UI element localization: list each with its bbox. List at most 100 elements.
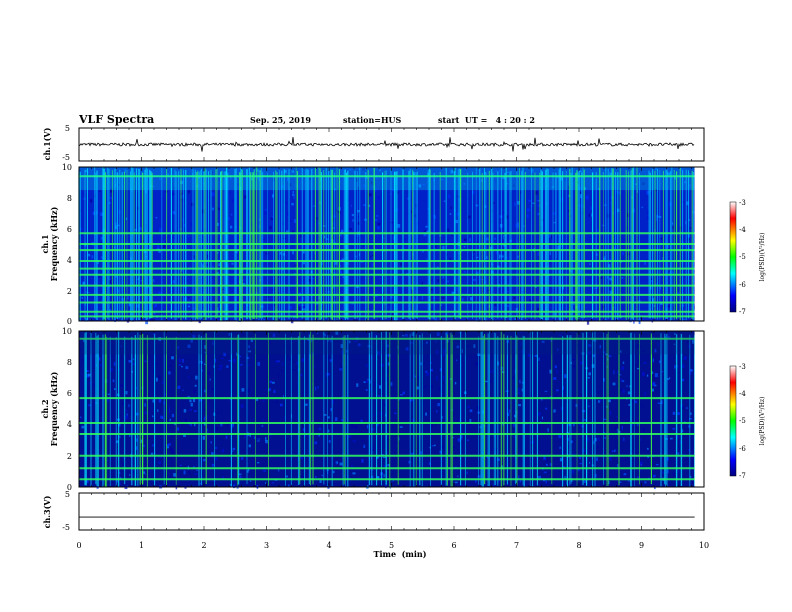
spectrogram-speckle [157,409,159,412]
spectrogram-speckle [264,276,266,280]
spectrogram-speckle [214,358,216,363]
spectrogram-speckle [613,370,615,375]
spectrogram-speckle [342,276,345,279]
spectrogram-speckle [498,479,501,483]
spectrogram-speckle [439,368,442,372]
spectrogram-speckle [543,471,547,474]
spectrogram-speckle [506,290,509,292]
spectrogram-speckle [331,168,334,170]
spectrogram-speckle [118,183,120,186]
spectrogram-speckle [402,391,406,395]
spectrogram-speckle [216,307,219,311]
spectrogram-speckle [373,334,377,338]
spectrogram-speckle [529,299,532,303]
spectrogram-speckle [656,218,658,221]
spectrogram-speckle [447,280,449,283]
spectrogram-speckle [386,276,388,278]
ch2-colorbar-tick-neg5: -5 [739,417,746,425]
spectrogram-speckle [324,230,327,234]
spectrogram-speckle [363,444,366,448]
spectrogram-speckle [248,350,251,353]
spectrogram-speckle [98,357,101,361]
spectrogram-speckle [275,360,279,363]
spectrogram-speckle [437,279,440,283]
spectrogram-speckle [209,378,211,381]
spectrogram-speckle [514,202,516,207]
spectrogram-speckle [131,470,135,475]
spectrogram-speckle [509,400,511,404]
spectrogram-upper-shade [79,331,695,355]
spectrogram-speckle [654,349,657,353]
spectrogram-speckle [207,431,210,435]
spectrogram-speckle [489,370,492,373]
spectrogram-speckle [537,204,541,207]
spectrogram-speckle [313,366,316,368]
spectrogram-speckle [312,205,316,207]
spectrogram-speckle [689,418,692,420]
ch1-colorbar-scale [729,201,737,313]
spectrogram-speckle [398,437,400,441]
spectrogram-speckle [431,362,433,364]
spectrogram-speckle [473,344,476,348]
spectrogram-speckle [681,405,685,410]
spectrogram-speckle [124,168,127,173]
spectrogram-speckle [121,298,125,302]
spectrogram-speckle [203,459,206,462]
ch2-spectrogram-image [79,331,704,490]
spectrogram-speckle [230,213,233,216]
spectrogram-speckle [462,331,465,334]
spectrogram-speckle [92,244,94,247]
spectrogram-speckle [589,263,591,265]
spectrogram-speckle [394,412,397,414]
spectrogram-speckle [587,377,590,379]
spectrogram-speckle [674,333,676,336]
spectrogram-speckle [644,481,647,484]
spectrogram-speckle [517,392,521,395]
spectrogram-speckle [674,176,676,180]
spectrogram-speckle [622,389,625,394]
ch2-ytick-6: 6 [67,389,72,398]
spectrogram-speckle [569,215,572,218]
spectrogram-speckle [420,362,423,365]
spectrogram-speckle [643,361,647,364]
spectrogram-speckle [278,292,280,294]
spectrogram-speckle [390,221,393,224]
spectrogram-speckle [350,205,353,207]
spectrogram-speckle [640,345,642,348]
spectrogram-speckle [211,192,215,197]
spectrogram-speckle [288,484,290,488]
spectrogram-speckle [410,342,413,344]
spectrogram-speckle [626,226,630,230]
spectrogram-speckle [688,219,690,221]
spectrogram-speckle [133,358,135,361]
spectrogram-speckle [639,439,641,441]
spectrogram-speckle [128,404,130,408]
spectrogram-speckle [160,415,163,419]
spectrogram-speckle [128,303,131,307]
spectrogram-speckle [613,246,616,250]
spectrogram-speckle [436,332,440,337]
spectrogram-speckle [144,411,148,414]
spectrogram-speckle [568,209,570,213]
spectrogram-speckle [639,461,643,465]
ch1-colorbar-tick-neg7: -7 [739,308,746,316]
spectrogram-speckle [286,230,289,233]
spectrogram-speckle [431,445,434,447]
spectrogram-speckle [252,308,255,311]
spectrogram-speckle [435,317,438,322]
spectrogram-speckle [211,463,214,467]
spectrogram-speckle [120,345,122,347]
spectrogram-speckle [383,464,387,469]
spectrogram-speckle [564,374,567,379]
spectrogram-speckle [182,389,184,391]
spectrogram-speckle [612,450,614,453]
spectrogram-speckle [171,356,174,360]
spectrogram-speckle [603,378,605,382]
spectrogram-speckle [650,282,653,284]
spectrogram-speckle [300,374,303,377]
spectrogram-speckle [246,304,250,306]
spectrogram-speckle [468,215,471,219]
spectrogram-speckle [263,419,265,421]
spectrogram-speckle [182,358,184,363]
spectrogram-speckle [125,217,128,220]
